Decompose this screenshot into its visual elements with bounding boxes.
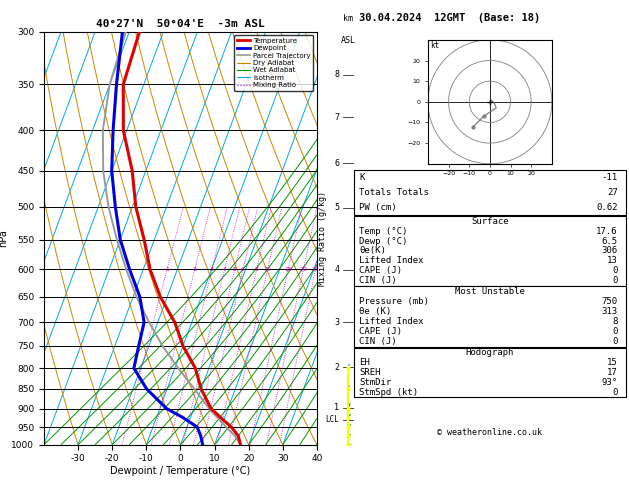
Text: 0: 0 (612, 388, 618, 397)
X-axis label: Dewpoint / Temperature (°C): Dewpoint / Temperature (°C) (110, 466, 250, 476)
Text: LCL: LCL (325, 416, 339, 424)
Text: 0: 0 (612, 276, 618, 285)
Bar (354, 286, 626, 347)
Text: 30.04.2024  12GMT  (Base: 18): 30.04.2024 12GMT (Base: 18) (359, 13, 540, 23)
Text: 0: 0 (612, 266, 618, 275)
Text: 17: 17 (607, 368, 618, 377)
Text: Surface: Surface (471, 217, 509, 226)
Text: 25: 25 (311, 267, 320, 272)
Text: 3: 3 (334, 318, 339, 327)
Text: km: km (343, 14, 353, 23)
Text: 13: 13 (607, 256, 618, 265)
Text: 1: 1 (334, 403, 339, 412)
Text: CAPE (J): CAPE (J) (359, 266, 403, 275)
Text: Mixing Ratio (g/kg): Mixing Ratio (g/kg) (318, 191, 327, 286)
Text: EH: EH (359, 358, 370, 367)
Text: Pressure (mb): Pressure (mb) (359, 297, 429, 306)
Text: 8: 8 (612, 317, 618, 326)
Text: 1: 1 (165, 267, 169, 272)
Bar (354, 170, 626, 215)
Text: Temp (°C): Temp (°C) (359, 226, 408, 236)
Bar (354, 216, 626, 286)
Text: 4: 4 (223, 267, 226, 272)
Text: StmDir: StmDir (359, 378, 392, 387)
Text: 6: 6 (241, 267, 245, 272)
Text: PW (cm): PW (cm) (359, 203, 397, 212)
Text: SREH: SREH (359, 368, 381, 377)
Text: Lifted Index: Lifted Index (359, 256, 424, 265)
Text: 5: 5 (233, 267, 237, 272)
Text: 0: 0 (612, 327, 618, 336)
Text: K: K (359, 173, 365, 182)
Text: 17.6: 17.6 (596, 226, 618, 236)
Text: Totals Totals: Totals Totals (359, 188, 429, 197)
Text: 5: 5 (334, 203, 339, 212)
Text: © weatheronline.co.uk: © weatheronline.co.uk (437, 428, 542, 437)
Text: 6: 6 (334, 158, 339, 168)
Text: 20: 20 (299, 267, 308, 272)
Bar (354, 347, 626, 397)
Text: 27: 27 (607, 188, 618, 197)
Title: 40°27'N  50°04'E  -3m ASL: 40°27'N 50°04'E -3m ASL (96, 19, 265, 30)
Text: Most Unstable: Most Unstable (455, 287, 525, 296)
Text: 7: 7 (334, 113, 339, 122)
Text: 2: 2 (334, 363, 339, 372)
Text: -11: -11 (601, 173, 618, 182)
Text: 2: 2 (192, 267, 197, 272)
Text: θe (K): θe (K) (359, 307, 392, 316)
Text: 8: 8 (255, 267, 259, 272)
Text: 8: 8 (334, 70, 339, 79)
Text: 15: 15 (284, 267, 292, 272)
Text: θe(K): θe(K) (359, 246, 386, 256)
Text: CAPE (J): CAPE (J) (359, 327, 403, 336)
Text: 10: 10 (264, 267, 272, 272)
Text: StmSpd (kt): StmSpd (kt) (359, 388, 418, 397)
Text: 4: 4 (334, 265, 339, 275)
Text: 313: 313 (601, 307, 618, 316)
Text: 0: 0 (612, 337, 618, 346)
Y-axis label: hPa: hPa (0, 229, 9, 247)
Text: 15: 15 (607, 358, 618, 367)
Text: ASL: ASL (341, 36, 356, 45)
Text: CIN (J): CIN (J) (359, 276, 397, 285)
Text: 750: 750 (601, 297, 618, 306)
Text: 0.62: 0.62 (596, 203, 618, 212)
Text: Lifted Index: Lifted Index (359, 317, 424, 326)
Text: 3: 3 (210, 267, 214, 272)
Text: Dewp (°C): Dewp (°C) (359, 237, 408, 245)
Text: 93°: 93° (601, 378, 618, 387)
Legend: Temperature, Dewpoint, Parcel Trajectory, Dry Adiabat, Wet Adiabat, Isotherm, Mi: Temperature, Dewpoint, Parcel Trajectory… (234, 35, 313, 91)
Text: 6.5: 6.5 (601, 237, 618, 245)
Text: 306: 306 (601, 246, 618, 256)
Text: Hodograph: Hodograph (465, 348, 514, 357)
Text: CIN (J): CIN (J) (359, 337, 397, 346)
